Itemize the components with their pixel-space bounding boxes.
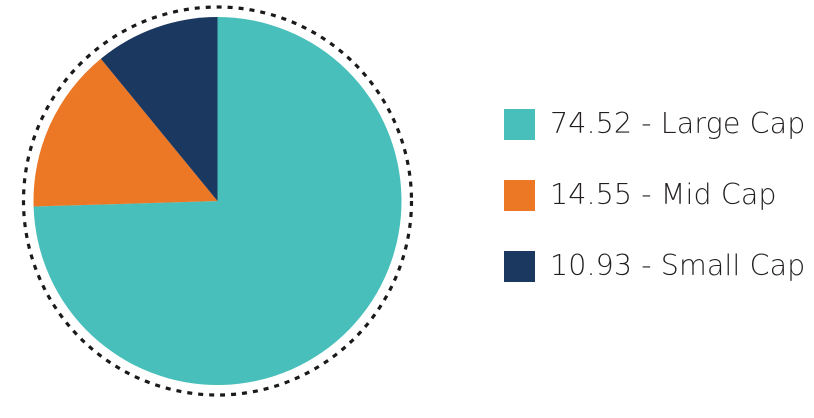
legend-swatch-small-cap xyxy=(504,250,535,282)
legend-swatch-mid-cap xyxy=(504,179,535,211)
legend-label-small-cap: 10.93 - Small Cap xyxy=(550,248,806,282)
pie-slice-mid-cap[interactable] xyxy=(33,58,218,207)
legend-item-large-cap[interactable]: 74.52 - Large Cap xyxy=(504,104,805,144)
legend-item-small-cap[interactable]: 10.93 - Small Cap xyxy=(504,246,805,286)
legend-label-large-cap: 74.52 - Large Cap xyxy=(550,106,806,140)
legend-swatch-large-cap xyxy=(504,108,535,140)
pie-slice-small-cap[interactable] xyxy=(100,16,218,201)
legend-label-mid-cap: 14.55 - Mid Cap xyxy=(550,177,777,211)
pie-slices-group xyxy=(33,16,402,385)
pie-dotted-outline-circle xyxy=(21,5,414,397)
chart-legend: 74.52 - Large Cap 14.55 - Mid Cap 10.93 … xyxy=(504,104,814,304)
pie-chart-plot-area xyxy=(21,5,414,397)
legend-item-mid-cap[interactable]: 14.55 - Mid Cap xyxy=(504,175,777,215)
pie-slice-large-cap[interactable] xyxy=(33,16,402,385)
pie-chart-svg xyxy=(21,5,414,397)
